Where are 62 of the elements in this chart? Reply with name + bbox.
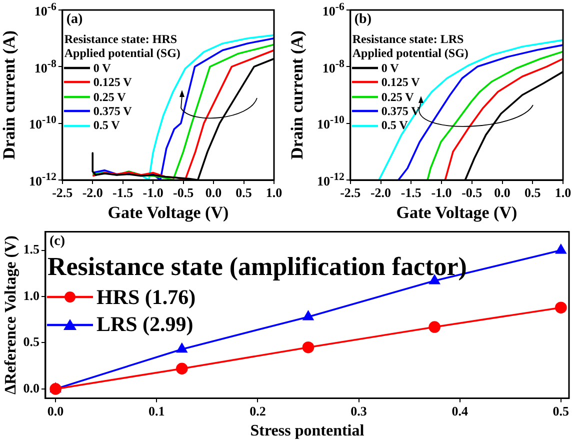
y-axis-title: ΔReference Voltage (V) (2, 235, 20, 395)
x-tick-label: 0.4 (452, 403, 468, 418)
x-tick-label: -1.5 (400, 185, 422, 200)
legend-label: 0.125 V (93, 75, 132, 90)
x-tick-label: 0.3 (350, 403, 368, 418)
x-tick-label: -1.5 (112, 185, 134, 200)
y-tick-label: 10$^{-6}$ (34, 1, 56, 20)
legend-label: 0 V (93, 60, 111, 76)
x-tick-label: -0.5 (462, 185, 483, 200)
y-tick-label: 1.0 (23, 288, 40, 303)
x-tick-label: 1.0 (266, 185, 282, 200)
legend-label: 0.375 V (93, 104, 132, 118)
x-tick-label: 0.5 (524, 185, 542, 200)
y-tick-label: 10$^{-8}$ (322, 58, 344, 76)
y-tick-label: 0.5 (23, 334, 40, 350)
x-tick-label: -1.0 (142, 185, 164, 200)
legend-label: 0.5 V (381, 118, 408, 133)
y-tick-label: 0.0 (23, 380, 40, 396)
x-axis-title: Gate Voltage (V) (396, 203, 518, 222)
point (302, 341, 314, 354)
legend-label: HRS (1.76) (96, 284, 196, 311)
x-tick-label: 0.5 (236, 185, 252, 200)
y-axis-title: Drain current (A) (288, 30, 307, 160)
legend-title: Applied potential (SG) (352, 46, 468, 61)
annotation: (b) (354, 12, 372, 28)
x-tick-label: 0.5 (552, 403, 570, 418)
x-tick-label: 0.2 (250, 403, 266, 418)
y-tick-label: 1.5 (23, 242, 40, 257)
legend-label: 0.5 V (93, 118, 120, 133)
point (556, 244, 566, 254)
legend-label: 0.25 V (93, 90, 126, 104)
legend-title: Applied potential (SG) (64, 46, 180, 61)
x-tick-label: 1.0 (554, 185, 572, 200)
x-tick-label: 0.0 (494, 185, 510, 200)
x-axis-title: Gate Voltage (V) (108, 203, 229, 222)
legend-label: 0 V (381, 60, 399, 76)
legend-label: 0.25 V (381, 90, 414, 104)
x-tick-label: 0.0 (205, 185, 222, 200)
x-tick-label: -1.0 (431, 185, 452, 200)
legend-label: LRS (2.99) (96, 310, 194, 338)
point (50, 383, 62, 395)
y-tick-label: 10$^{-6}$ (322, 1, 344, 20)
point (303, 310, 314, 320)
point (555, 302, 567, 314)
annotation: (a) (66, 12, 83, 28)
y-tick-label: 10$^{-10}$ (28, 114, 56, 133)
point (428, 321, 440, 333)
y-axis-title: Drain current (A) (0, 30, 19, 160)
annotation: Resistance state: LRS (352, 32, 465, 46)
x-tick-label: -0.5 (173, 185, 194, 200)
x-tick-label: -2.0 (82, 185, 103, 200)
annotation: Resistance state: HRS (64, 32, 178, 46)
legend-title: Resistance state (amplification factor) (47, 250, 467, 283)
x-tick-label: -2.0 (370, 185, 392, 200)
legend-label: 0.125 V (381, 75, 420, 90)
point (176, 362, 188, 375)
y-tick-label: 10$^{-8}$ (34, 58, 56, 76)
annotation: (c) (49, 234, 65, 250)
point (176, 343, 188, 353)
x-axis-title: Stress pontential (250, 422, 365, 440)
x-tick-label: 0.1 (148, 403, 165, 418)
y-tick-label: 10$^{-10}$ (316, 114, 344, 133)
